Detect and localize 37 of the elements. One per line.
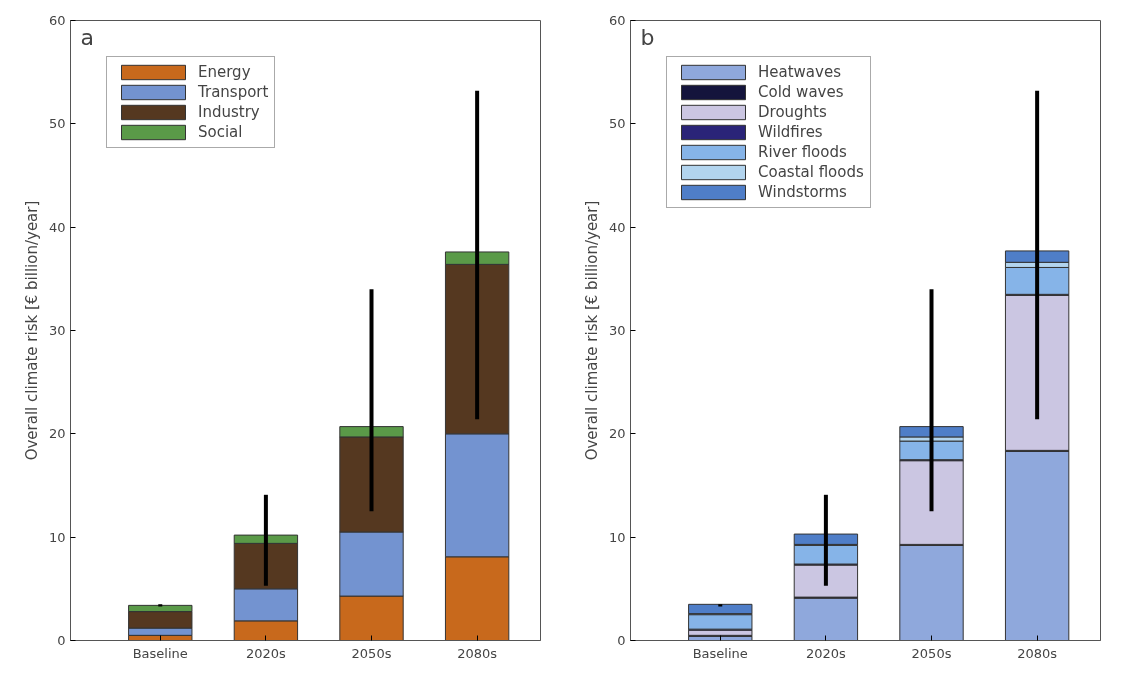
y-tick-label: 30 — [48, 323, 66, 338]
y-tick-label: 0 — [57, 633, 66, 648]
chart-title: b — [640, 24, 655, 50]
legend-label: Wildfires — [758, 123, 823, 141]
x-tick-label: Baseline — [692, 645, 748, 661]
x-tick-label: 2080s — [457, 645, 498, 661]
legend-label: Heatwaves — [758, 63, 841, 81]
y-tick-label: 40 — [48, 219, 66, 235]
y-tick-label: 50 — [48, 116, 66, 132]
y-tick-label: 0 — [617, 633, 626, 648]
x-tick-label: 2020s — [245, 645, 287, 661]
x-tick-label: 2050s — [911, 645, 952, 661]
y-tick-label: 10 — [48, 529, 66, 545]
y-tick-label: 20 — [48, 426, 66, 442]
legend-label: Transport — [198, 83, 269, 101]
legend-label: Cold waves — [758, 83, 844, 101]
chart-title: a — [80, 24, 94, 50]
y-axis-title: Overall climate risk [€ billion/year] — [582, 200, 601, 461]
legend-label: River floods — [758, 143, 847, 161]
y-axis-title: Overall climate risk [€ billion/year] — [22, 200, 41, 461]
y-tick-label: 60 — [608, 13, 626, 28]
legend-label: Industry — [198, 103, 260, 121]
legend-label: Windstorms — [758, 183, 847, 201]
y-tick-label: 20 — [608, 426, 626, 442]
legend-label: Social — [198, 123, 243, 141]
y-tick-label: 50 — [608, 116, 626, 132]
y-tick-label: 60 — [48, 13, 66, 28]
x-tick-label: Baseline — [132, 645, 188, 661]
legend-label: Energy — [198, 63, 251, 81]
x-tick-label: 2020s — [805, 645, 847, 661]
legend-label: Droughts — [758, 103, 827, 121]
y-tick-label: 10 — [608, 529, 626, 545]
x-tick-label: 2050s — [351, 645, 392, 661]
y-tick-label: 30 — [608, 323, 626, 338]
y-tick-label: 40 — [608, 219, 626, 235]
x-tick-label: 2080s — [1017, 645, 1058, 661]
legend-label: Coastal floods — [758, 163, 864, 181]
